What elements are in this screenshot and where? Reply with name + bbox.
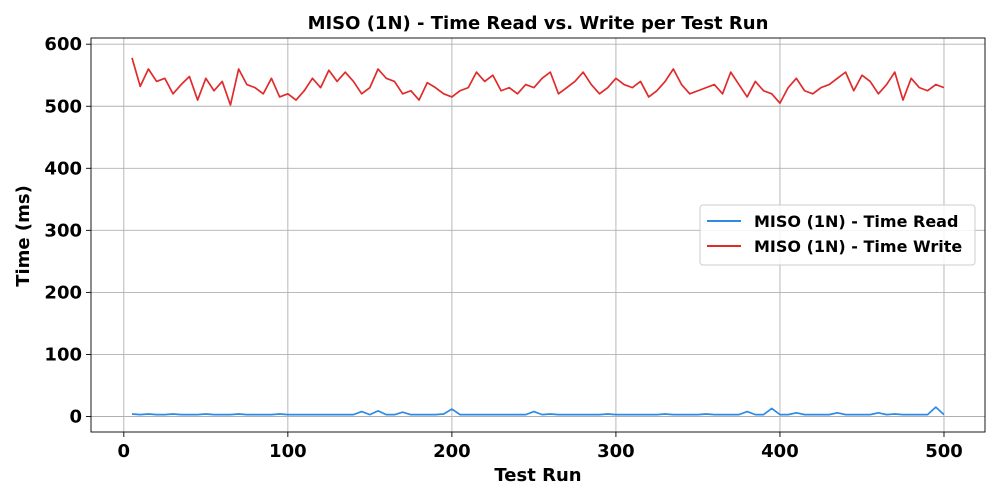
- series-line-1: [131, 57, 945, 106]
- x-axis-label: Test Run: [494, 465, 581, 486]
- plot-frame: [90, 37, 986, 433]
- x-tick-label: 0: [118, 441, 131, 462]
- legend: MISO (1N) - Time Read MISO (1N) - Time W…: [699, 204, 976, 266]
- y-tick-label: 200: [44, 282, 82, 303]
- legend-label-write: MISO (1N) - Time Write: [754, 237, 962, 256]
- y-tick-label: 600: [44, 34, 82, 55]
- legend-box: [699, 204, 976, 266]
- y-tick-label: 500: [44, 96, 82, 117]
- y-tick-label: 400: [44, 158, 82, 179]
- x-tick-label: 300: [597, 441, 635, 462]
- x-tick-label: 200: [433, 441, 471, 462]
- y-tick-labels: 0 100 200 300 400 500 600: [44, 34, 82, 427]
- y-tick-label: 0: [69, 406, 82, 427]
- y-tick-label: 100: [44, 344, 82, 365]
- chart-title: MISO (1N) - Time Read vs. Write per Test…: [308, 13, 769, 34]
- x-tick-label: 500: [925, 441, 963, 462]
- series-lines: [131, 57, 945, 416]
- y-axis-label: Time (ms): [13, 185, 34, 287]
- x-tick-labels: 0 100 200 300 400 500: [118, 441, 963, 462]
- x-tick-label: 400: [761, 441, 799, 462]
- x-tick-label: 100: [269, 441, 307, 462]
- legend-label-read: MISO (1N) - Time Read: [754, 212, 958, 231]
- series-line-0: [131, 406, 945, 416]
- axis-ticks: [86, 43, 945, 437]
- y-tick-label: 300: [44, 220, 82, 241]
